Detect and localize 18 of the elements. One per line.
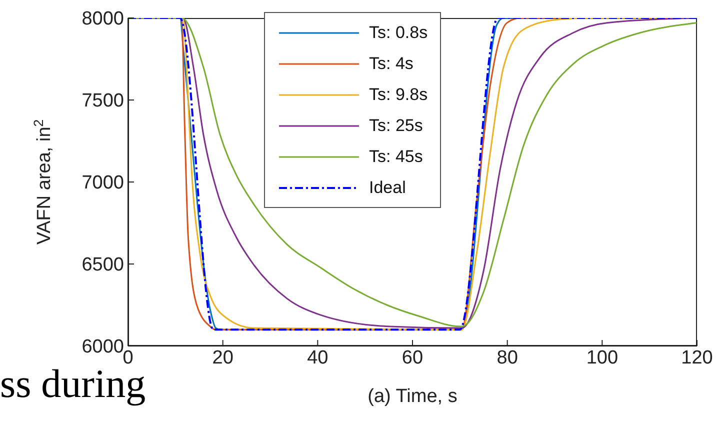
x-axis-title: (a) Time, s	[368, 386, 458, 407]
legend-label: Ts: 4s	[369, 54, 414, 74]
y-tick-label: 7500	[82, 90, 124, 112]
y-tick-label: 6000	[82, 336, 124, 358]
x-tick-label: 40	[307, 347, 328, 368]
y-tick-label: 7000	[82, 172, 124, 194]
legend-label: Ts: 25s	[369, 116, 423, 136]
legend-label: Ts: 9.8s	[369, 84, 428, 104]
x-tick-label: 60	[402, 347, 424, 368]
x-tick-label: 100	[586, 347, 618, 368]
x-tick-label: 80	[496, 347, 518, 368]
legend-label: Ideal	[369, 178, 406, 198]
x-tick-label: 120	[681, 347, 713, 368]
legend-label: Ts: 0.8s	[369, 22, 428, 42]
y-tick-label: 8000	[82, 8, 124, 30]
y-tick-label: 6500	[82, 254, 124, 276]
x-tick-label: 20	[212, 347, 234, 368]
legend-label: Ts: 45s	[369, 146, 423, 166]
